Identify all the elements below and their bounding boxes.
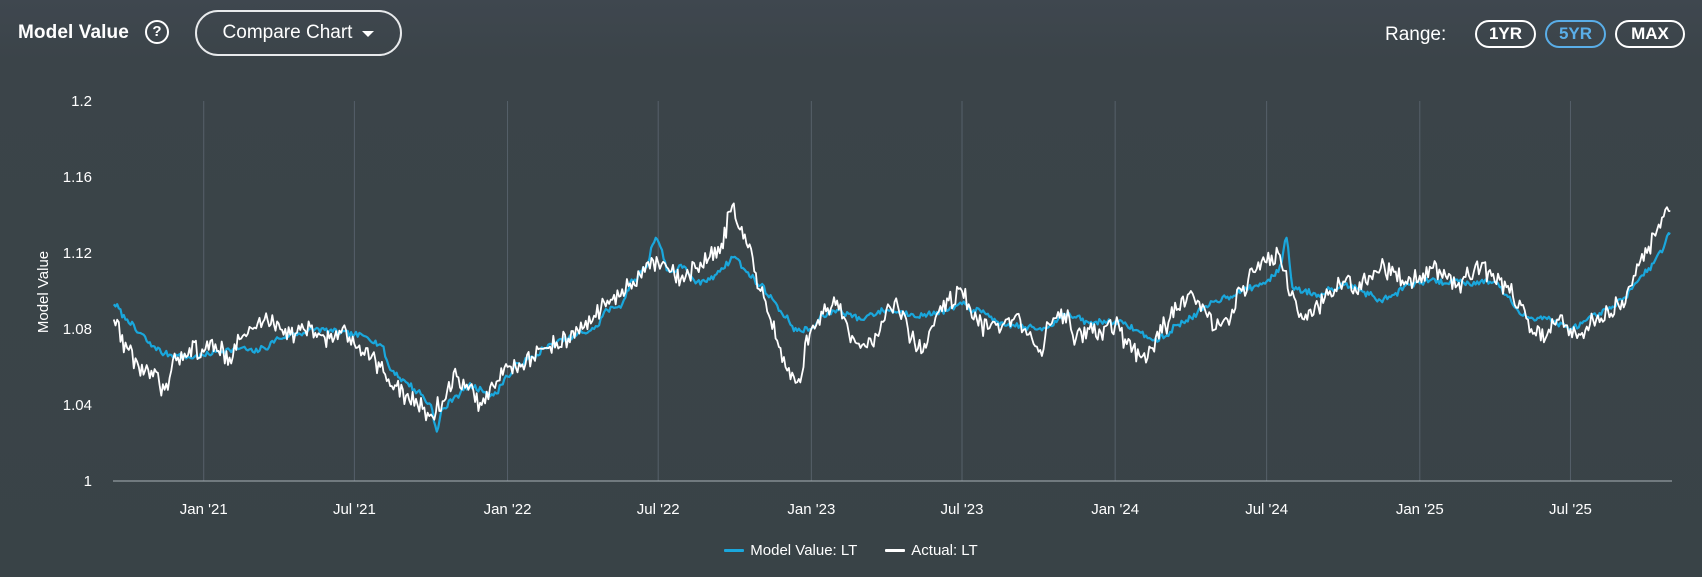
- compare-chart-label: Compare Chart: [222, 22, 353, 43]
- y-tick-label: 1.12: [63, 245, 92, 262]
- x-tick-label: Jul '24: [1245, 501, 1288, 518]
- series-model-value-line: [112, 232, 1671, 433]
- help-icon[interactable]: ?: [145, 20, 169, 44]
- chart-gridlines: [203, 101, 1571, 481]
- legend-swatch-model: [724, 549, 745, 552]
- legend-label-actual: Actual: LT: [911, 542, 978, 559]
- legend-item-actual[interactable]: Actual: LT: [885, 542, 978, 559]
- range-1yr-button[interactable]: 1YR: [1475, 20, 1536, 48]
- x-tick-label: Jul '22: [637, 501, 680, 518]
- legend-item-model-value[interactable]: Model Value: LT: [724, 542, 857, 559]
- range-label: Range:: [1385, 24, 1447, 45]
- y-tick-label: 1.04: [63, 397, 92, 414]
- y-axis-label: Model Value: [35, 251, 52, 333]
- series-actual-line: [112, 202, 1671, 422]
- x-tick-label: Jan '25: [1396, 501, 1444, 518]
- legend-label-model: Model Value: LT: [750, 542, 858, 559]
- y-axis: 1 1.04 1.08 1.12 1.16 1.2: [63, 93, 92, 490]
- x-tick-label: Jul '25: [1549, 501, 1592, 518]
- y-tick-label: 1.08: [63, 321, 92, 338]
- x-tick-label: Jan '22: [484, 501, 532, 518]
- plot-area: [112, 202, 1671, 433]
- range-max-button[interactable]: MAX: [1615, 20, 1685, 48]
- line-chart: 11.041.081.121.161.2 Jan '21 Jul '21 Jan '…: [35, 93, 1672, 518]
- page-title: Model Value: [18, 22, 129, 43]
- chart-legend: Model Value: LT Actual: LT: [0, 542, 1702, 559]
- caret-down-icon: [362, 31, 375, 37]
- x-tick-label: Jan '23: [787, 501, 835, 518]
- header-bar: Model Value ? Compare Chart Range: 1YR 5…: [0, 0, 1702, 70]
- x-tick-label: Jan '24: [1091, 501, 1139, 518]
- x-tick-label: Jul '23: [941, 501, 984, 518]
- y-tick-label: 1: [84, 473, 92, 490]
- y-tick-label: 1.2: [71, 93, 92, 110]
- y-tick-label: 1.16: [63, 169, 92, 186]
- legend-swatch-actual: [885, 549, 906, 552]
- compare-chart-button[interactable]: Compare Chart: [195, 10, 402, 56]
- x-tick-label: Jul '21: [333, 501, 376, 518]
- range-5yr-button[interactable]: 5YR: [1545, 20, 1606, 48]
- x-axis: Jan '21 Jul '21 Jan '22 Jul '22 Jan '23 Jul '…: [113, 480, 1672, 518]
- x-tick-label: Jan '21: [180, 501, 228, 518]
